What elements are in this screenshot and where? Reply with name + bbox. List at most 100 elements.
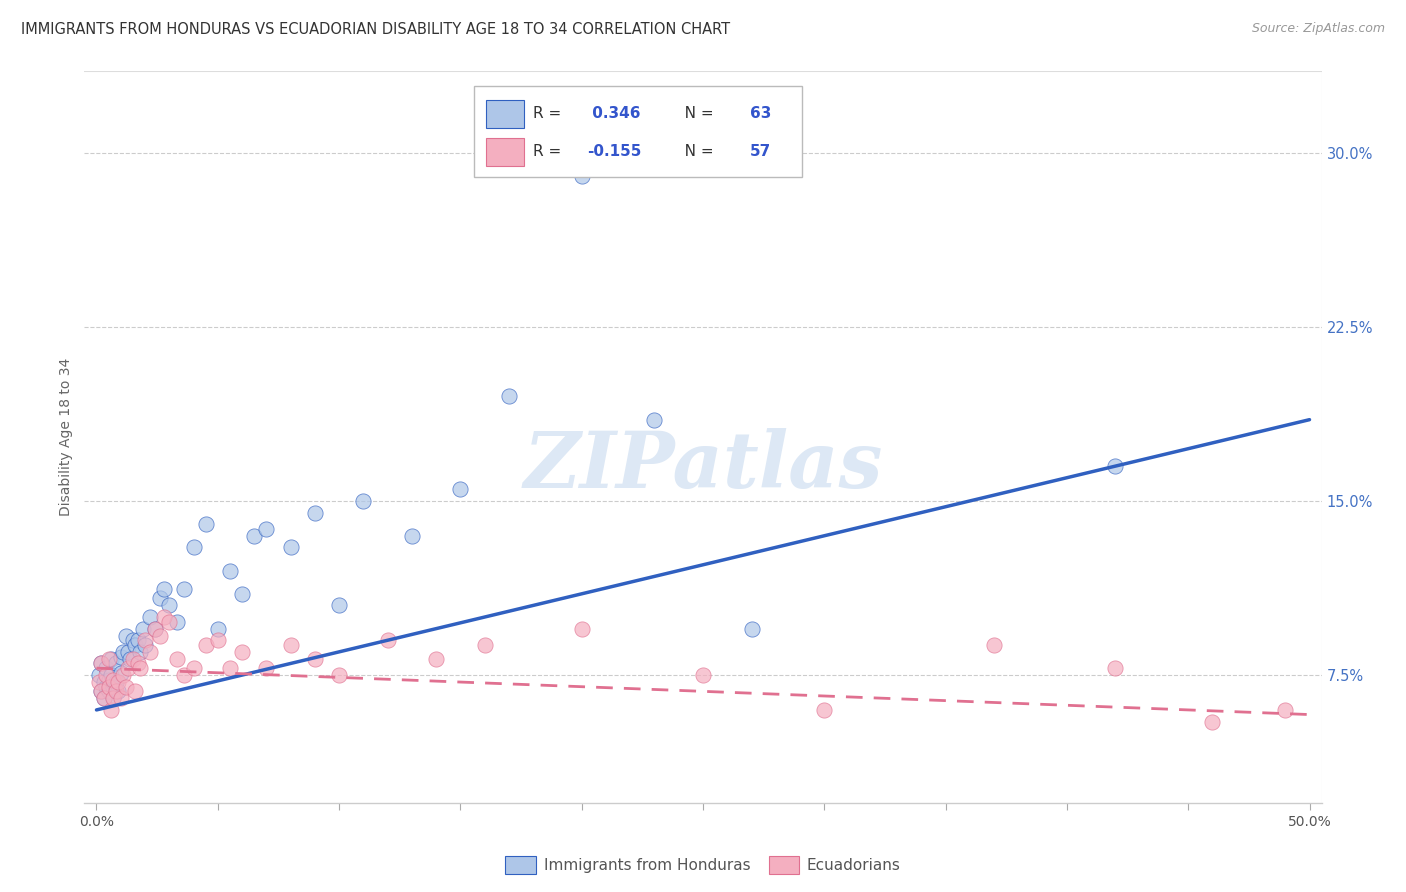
Point [304,652,326,666]
Point [166,652,188,666]
Point [112,645,135,659]
Text: ZIPatlas: ZIPatlas [523,428,883,505]
Point [425,652,447,666]
Point [207,633,229,648]
Point [183,661,205,675]
Point [1104,459,1126,474]
FancyBboxPatch shape [486,138,523,166]
Text: R =: R = [533,145,567,160]
Point [328,668,350,682]
Point [124,684,146,698]
Point [90,657,112,671]
Text: IMMIGRANTS FROM HONDURAS VS ECUADORIAN DISABILITY AGE 18 TO 34 CORRELATION CHART: IMMIGRANTS FROM HONDURAS VS ECUADORIAN D… [21,22,730,37]
Point [983,638,1005,652]
Point [173,582,195,597]
Text: Source: ZipAtlas.com: Source: ZipAtlas.com [1251,22,1385,36]
Text: 63: 63 [749,106,772,121]
Point [1274,703,1296,717]
Point [143,622,166,636]
Text: N =: N = [669,106,718,121]
Point [741,622,763,636]
Point [114,629,136,643]
Point [104,684,127,698]
FancyBboxPatch shape [486,100,523,128]
Point [377,633,399,648]
Point [97,684,120,698]
Point [474,638,496,652]
Point [148,591,170,606]
Point [219,661,242,675]
Point [401,529,423,543]
Point [90,657,112,671]
Point [112,668,135,682]
Point [96,668,118,682]
Point [194,517,217,532]
Text: 57: 57 [749,145,772,160]
Point [352,494,374,508]
Point [129,661,152,675]
Point [117,645,139,659]
Point [148,629,170,643]
Point [173,668,195,682]
Point [194,638,217,652]
Point [280,541,302,555]
Point [157,599,180,613]
Point [280,638,302,652]
Text: N =: N = [669,145,718,160]
Point [254,661,277,675]
Point [93,675,115,690]
Point [104,675,127,690]
Point [97,673,120,687]
Point [692,668,714,682]
Point [100,668,122,682]
Point [134,638,156,652]
Point [122,633,145,648]
Point [157,615,180,629]
Point [449,483,471,497]
Y-axis label: Disability Age 18 to 34: Disability Age 18 to 34 [59,358,73,516]
Point [90,684,112,698]
Point [120,652,142,666]
Point [1201,714,1223,729]
Legend: Immigrants from Honduras, Ecuadorians: Immigrants from Honduras, Ecuadorians [499,850,907,880]
Point [127,657,149,671]
Point [110,691,132,706]
Point [129,645,152,659]
Point [103,691,125,706]
Point [643,412,665,426]
Point [100,652,122,666]
Point [87,675,110,690]
Point [97,652,120,666]
Point [103,673,125,687]
Point [166,615,188,629]
Point [97,680,120,694]
Point [571,169,593,183]
Point [328,599,350,613]
Point [122,652,145,666]
Point [134,633,156,648]
Point [153,610,176,624]
Point [304,506,326,520]
Point [139,610,162,624]
Point [114,680,136,694]
Point [124,638,146,652]
Point [183,541,205,555]
Point [117,661,139,675]
Point [254,522,277,536]
Point [103,691,125,706]
Point [243,529,266,543]
Point [219,564,242,578]
Point [571,622,593,636]
FancyBboxPatch shape [474,86,801,178]
Point [1104,661,1126,675]
Point [96,680,118,694]
Point [104,657,127,671]
Text: 0.346: 0.346 [586,106,640,121]
Point [143,622,166,636]
Point [87,668,110,682]
Point [107,684,129,698]
Point [90,684,112,698]
Text: R =: R = [533,106,567,121]
Point [813,703,835,717]
Point [93,691,115,706]
